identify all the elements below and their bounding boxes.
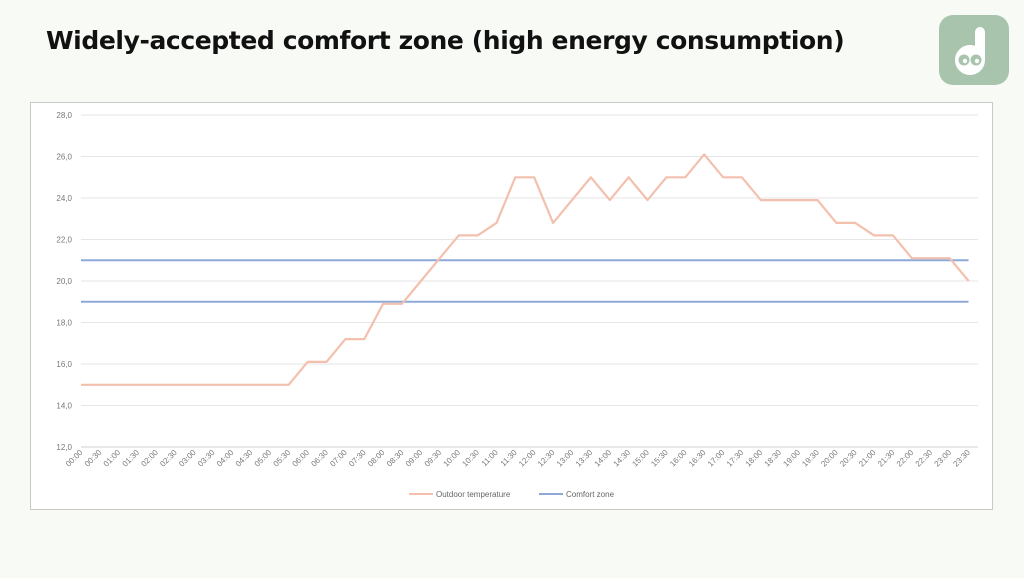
x-tick-label: 01:30 [121, 448, 142, 469]
y-axis-ticks: 12,0 14,0 16,0 18,0 20,0 22,0 24,0 26,0 28,0 [56, 111, 72, 452]
x-tick-label: 11:00 [480, 448, 500, 468]
x-tick-label: 12:00 [517, 448, 538, 469]
legend-label: Comfort zone [566, 490, 615, 499]
x-tick-label: 12:30 [536, 448, 557, 469]
x-tick-label: 15:30 [649, 448, 670, 469]
x-tick-label: 05:30 [272, 448, 293, 469]
y-tick-label: 28,0 [56, 111, 72, 120]
y-tick-label: 22,0 [56, 236, 72, 245]
x-tick-label: 10:00 [442, 448, 463, 469]
x-tick-label: 03:30 [196, 448, 217, 469]
x-tick-label: 09:30 [423, 448, 444, 469]
x-tick-label: 15:00 [630, 448, 651, 469]
x-tick-label: 04:00 [215, 448, 236, 469]
x-tick-label: 21:30 [876, 448, 897, 469]
x-tick-label: 02:30 [158, 448, 179, 469]
x-tick-label: 17:30 [725, 448, 746, 469]
x-tick-label: 02:00 [139, 448, 160, 469]
page-title: Widely-accepted comfort zone (high energ… [46, 26, 845, 55]
grid-lines [81, 114, 978, 448]
x-tick-label: 19:30 [800, 448, 821, 469]
x-tick-label: 03:00 [177, 448, 198, 469]
x-tick-label: 08:30 [385, 448, 406, 469]
line-chart: 12,0 14,0 16,0 18,0 20,0 22,0 24,0 26,0 28,0 00:… [30, 102, 993, 510]
x-tick-label: 13:30 [574, 448, 595, 469]
outdoor-temperature-line [81, 153, 970, 386]
x-axis-ticks: 00:0000:3001:0001:3002:0002:3003:0003:30… [64, 448, 972, 469]
legend: Outdoor temperature Comfort zone [409, 490, 615, 499]
y-tick-label: 26,0 [56, 153, 72, 162]
y-tick-label: 14,0 [56, 402, 72, 411]
y-tick-label: 18,0 [56, 319, 72, 328]
x-tick-label: 14:30 [612, 448, 633, 469]
comfort-zone-lines [81, 259, 969, 303]
y-tick-label: 24,0 [56, 194, 72, 203]
x-tick-label: 18:30 [763, 448, 784, 469]
x-tick-label: 04:30 [234, 448, 255, 469]
x-tick-label: 16:00 [668, 448, 689, 469]
x-tick-label: 06:00 [290, 448, 311, 469]
x-tick-label: 22:30 [914, 448, 935, 469]
x-tick-label: 09:00 [404, 448, 425, 469]
x-tick-label: 23:30 [951, 448, 972, 469]
x-tick-label: 14:00 [593, 448, 614, 469]
x-tick-label: 11:30 [499, 448, 519, 468]
y-tick-label: 16,0 [56, 360, 72, 369]
x-tick-label: 22:00 [895, 448, 916, 469]
y-tick-label: 12,0 [56, 443, 72, 452]
x-tick-label: 07:00 [328, 448, 349, 469]
x-tick-label: 00:30 [83, 448, 104, 469]
x-tick-label: 18:00 [744, 448, 765, 469]
x-tick-label: 20:30 [838, 448, 859, 469]
x-tick-label: 08:00 [366, 448, 387, 469]
y-tick-label: 20,0 [56, 277, 72, 286]
x-tick-label: 05:00 [253, 448, 274, 469]
x-tick-label: 13:00 [555, 448, 576, 469]
x-tick-label: 10:30 [460, 448, 481, 469]
x-tick-label: 06:30 [309, 448, 330, 469]
outdoor-temperature-series [81, 153, 970, 386]
x-tick-label: 20:00 [819, 448, 840, 469]
legend-label: Outdoor temperature [436, 490, 511, 499]
x-tick-label: 01:00 [102, 448, 123, 469]
x-tick-label: 07:30 [347, 448, 368, 469]
x-tick-label: 19:00 [781, 448, 802, 469]
x-tick-label: 17:00 [706, 448, 727, 469]
x-tick-label: 21:00 [857, 448, 878, 469]
dh-logo-icon [939, 15, 1009, 85]
x-tick-label: 23:00 [933, 448, 954, 469]
x-tick-label: 16:30 [687, 448, 708, 469]
